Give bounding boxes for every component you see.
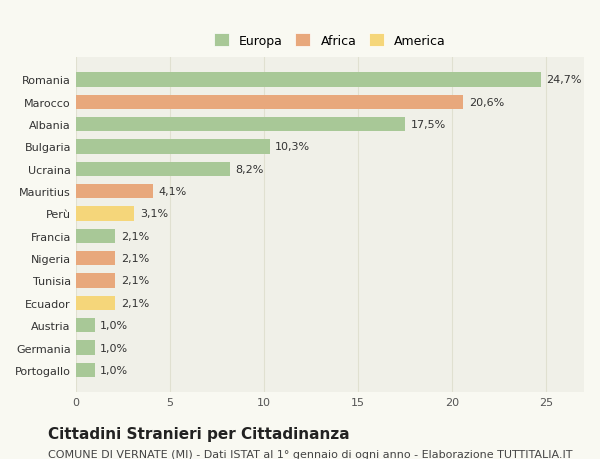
Bar <box>76 118 405 132</box>
Bar <box>76 140 269 154</box>
Legend: Europa, Africa, America: Europa, Africa, America <box>211 31 449 52</box>
Text: 20,6%: 20,6% <box>469 98 505 107</box>
Bar <box>76 341 95 355</box>
Text: 2,1%: 2,1% <box>121 254 149 263</box>
Bar <box>76 207 134 221</box>
Bar <box>76 363 95 377</box>
Bar <box>76 73 541 88</box>
Bar <box>76 185 153 199</box>
Text: 1,0%: 1,0% <box>100 365 128 375</box>
Text: 10,3%: 10,3% <box>275 142 310 152</box>
Bar <box>76 318 95 333</box>
Text: 2,1%: 2,1% <box>121 298 149 308</box>
Text: 1,0%: 1,0% <box>100 343 128 353</box>
Text: COMUNE DI VERNATE (MI) - Dati ISTAT al 1° gennaio di ogni anno - Elaborazione TU: COMUNE DI VERNATE (MI) - Dati ISTAT al 1… <box>48 449 572 459</box>
Text: 2,1%: 2,1% <box>121 231 149 241</box>
Text: 4,1%: 4,1% <box>158 187 187 197</box>
Bar <box>76 296 115 310</box>
Bar <box>76 252 115 266</box>
Text: 8,2%: 8,2% <box>236 164 264 174</box>
Text: 2,1%: 2,1% <box>121 276 149 286</box>
Bar <box>76 162 230 177</box>
Bar <box>76 95 463 110</box>
Text: 17,5%: 17,5% <box>411 120 446 130</box>
Text: Cittadini Stranieri per Cittadinanza: Cittadini Stranieri per Cittadinanza <box>48 425 350 441</box>
Text: 3,1%: 3,1% <box>140 209 168 219</box>
Text: 24,7%: 24,7% <box>546 75 582 85</box>
Text: 1,0%: 1,0% <box>100 320 128 330</box>
Bar <box>76 229 115 244</box>
Bar <box>76 274 115 288</box>
